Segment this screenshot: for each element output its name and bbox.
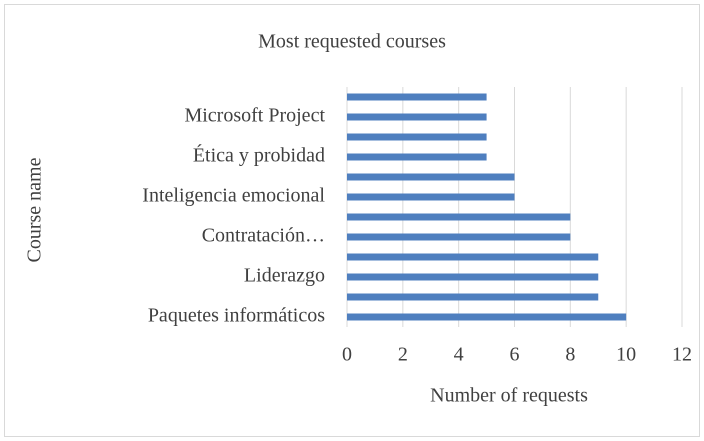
y-tick-label: Paquetes informáticos	[148, 305, 325, 327]
y-axis-title: Course name	[24, 157, 46, 262]
bar	[347, 153, 487, 161]
bar	[347, 173, 515, 181]
x-tick-label: 2	[398, 344, 408, 366]
y-tick-label: Liderazgo	[244, 265, 325, 287]
bar	[347, 213, 571, 221]
x-tick-label: 0	[342, 344, 352, 366]
x-tick-label: 12	[672, 344, 692, 366]
bar	[347, 93, 487, 101]
bar	[347, 113, 487, 121]
bar	[347, 233, 571, 241]
bar	[347, 273, 599, 281]
x-axis-title: Number of requests	[430, 385, 588, 407]
bar	[347, 313, 627, 321]
bar	[347, 253, 599, 261]
y-tick-label: Ética y probidad	[193, 144, 325, 167]
x-tick-label: 6	[510, 344, 520, 366]
bar	[347, 193, 515, 201]
y-tick-label: Inteligencia emocional	[142, 185, 325, 207]
x-tick-label: 8	[565, 344, 575, 366]
x-tick-label: 4	[454, 344, 464, 366]
chart-title: Most requested courses	[258, 31, 446, 53]
bar	[347, 133, 487, 141]
x-tick-label: 10	[616, 344, 636, 366]
y-tick-label: Microsoft Project	[184, 105, 325, 127]
y-tick-label: Contratación…	[202, 225, 325, 247]
bar	[347, 293, 599, 301]
